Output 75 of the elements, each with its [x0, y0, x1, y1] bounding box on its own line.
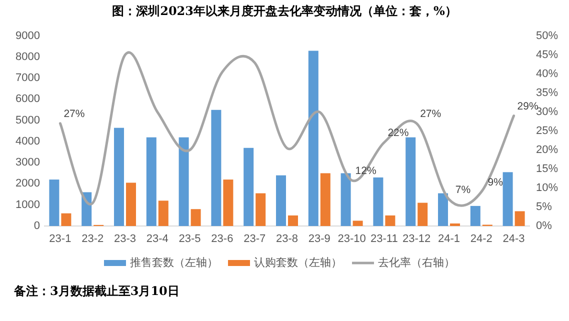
y-tick-label: 2000: [16, 178, 40, 190]
bar: [256, 193, 266, 226]
x-tick-label: 23-6: [211, 232, 234, 245]
data-label: 29%: [517, 100, 538, 113]
bar: [244, 148, 254, 226]
bar: [211, 110, 222, 226]
y-tick-label: 9000: [16, 30, 40, 42]
legend-label: 认购套数（左轴）: [254, 256, 342, 269]
bar: [288, 215, 298, 226]
bar: [406, 137, 416, 226]
y2-tick-label: 50%: [536, 30, 558, 42]
y2-tick-label: 35%: [536, 86, 558, 99]
x-tick-label: 23-5: [178, 232, 201, 245]
bar: [320, 173, 330, 226]
bar: [438, 193, 448, 226]
bar: [470, 206, 480, 226]
bar: [418, 202, 428, 226]
bar: [276, 175, 286, 226]
y-tick-label: 0: [34, 220, 40, 232]
x-tick-label: 23-4: [146, 232, 168, 245]
data-label: 27%: [64, 108, 85, 120]
bar: [126, 182, 136, 226]
bar: [223, 180, 234, 226]
bar: [352, 220, 363, 226]
data-label: 27%: [420, 108, 442, 120]
y2-tick-label: 15%: [536, 162, 558, 175]
x-tick-label: 23-3: [114, 232, 136, 245]
x-tick-label: 23-2: [82, 232, 104, 245]
data-label: 9%: [488, 176, 503, 189]
y2-tick-label: 40%: [536, 68, 558, 80]
x-tick-label: 23-10: [338, 232, 366, 245]
y2-tick-label: 30%: [536, 106, 558, 118]
x-tick-label: 24-2: [470, 232, 492, 245]
bar: [502, 172, 513, 226]
y2-tick-label: 0%: [536, 220, 552, 232]
text: 备注：3月数据截止至3月10日: [13, 284, 180, 298]
y-tick-label: 3000: [16, 156, 40, 169]
y-tick-label: 1000: [16, 198, 40, 211]
y2-tick-label: 5%: [536, 200, 552, 213]
x-tick-label: 24-3: [502, 232, 525, 245]
y2-tick-label: 20%: [536, 144, 558, 156]
legend-label: 推售套数（左轴）: [130, 256, 218, 269]
x-tick-label: 23-11: [370, 232, 398, 245]
y-tick-label: 7000: [16, 72, 40, 84]
bar: [373, 177, 384, 226]
x-tick-label: 23-12: [402, 232, 431, 245]
y-tick-label: 6000: [16, 93, 40, 106]
bar: [190, 209, 201, 226]
bar: [61, 213, 72, 226]
bar: [450, 223, 460, 226]
bar: [385, 215, 396, 226]
legend-label: 去化率（右轴）: [378, 256, 455, 269]
bar: [49, 180, 60, 226]
bar: [308, 50, 318, 226]
y-tick-label: 5000: [16, 114, 40, 126]
x-tick-label: 23-8: [276, 232, 298, 245]
y-tick-label: 4000: [16, 135, 40, 148]
bar: [514, 211, 525, 226]
data-label: 12%: [355, 165, 376, 178]
bar: [340, 173, 351, 226]
data-label: 7%: [455, 184, 471, 196]
bar: [158, 200, 168, 226]
chart-title: 图：深圳2023年以来月度开盘去化率变动情况（单位：套，%）: [112, 4, 457, 18]
bar: [178, 137, 189, 226]
y-tick-label: 8000: [16, 51, 40, 64]
y2-tick-label: 45%: [536, 48, 558, 61]
y2-tick-label: 25%: [536, 124, 558, 137]
x-tick-label: 23-9: [308, 232, 330, 245]
bar: [146, 137, 156, 226]
data-label: 22%: [388, 127, 409, 140]
y2-tick-label: 10%: [536, 182, 558, 194]
x-tick-label: 24-1: [438, 232, 460, 245]
bar: [114, 128, 124, 226]
x-tick-label: 23-1: [49, 232, 72, 245]
x-tick-label: 23-7: [244, 232, 266, 245]
